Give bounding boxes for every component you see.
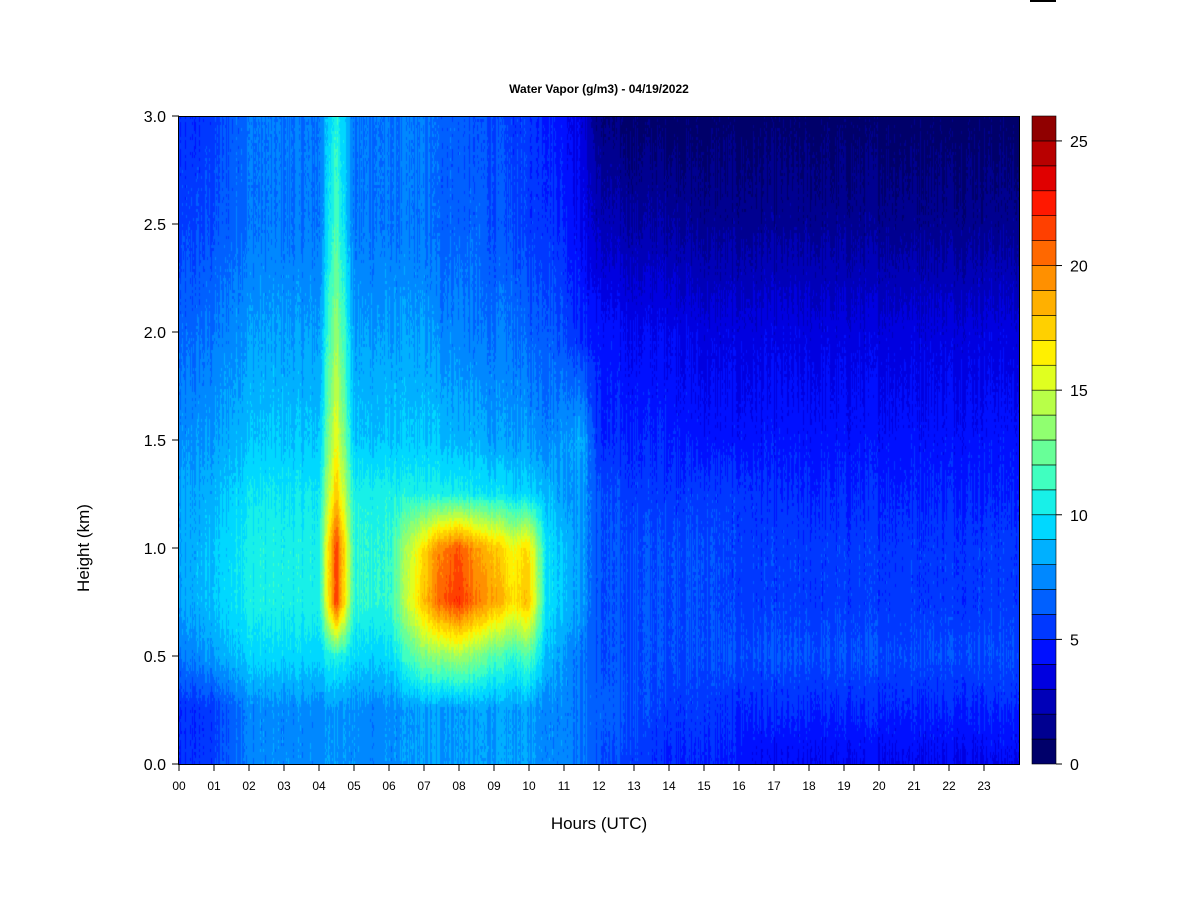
x-tick-label: 03 (277, 779, 291, 793)
x-tick-label: 17 (767, 779, 781, 793)
colorbar-swatch (1031, 464, 1057, 491)
x-tick-label: 23 (977, 779, 991, 793)
x-tick-label: 09 (487, 779, 501, 793)
x-tick-label: 01 (207, 779, 221, 793)
x-tick-label: 18 (802, 779, 816, 793)
x-tick-label: 14 (662, 779, 676, 793)
colorbar-swatch (1031, 639, 1057, 665)
x-tick-label: 10 (522, 779, 536, 793)
y-tick-label: 1.0 (144, 541, 166, 558)
colorbar-swatch (1031, 713, 1057, 740)
colorbar-swatch (1031, 439, 1057, 466)
colorbar-swatch (1031, 589, 1057, 615)
x-axis-label: Hours (UTC) (551, 814, 647, 833)
colorbar-swatch (1031, 215, 1057, 241)
colorbar-tick-label: 5 (1070, 632, 1079, 649)
colorbar-swatch (1031, 664, 1057, 690)
x-tick-label: 06 (382, 779, 396, 793)
y-axis: 0.0 0.5 1.0 1.5 2.0 2.5 3.0 (144, 109, 179, 774)
x-axis: 00 01 02 03 04 05 06 07 08 09 10 11 12 13 14 15 16 17 18 19… (172, 764, 991, 793)
colorbar-tick-label: 15 (1070, 383, 1088, 400)
y-tick-label: 0.0 (144, 757, 166, 774)
colorbar-tick-label: 25 (1070, 134, 1088, 151)
x-tick-label: 08 (452, 779, 466, 793)
colorbar-swatch (1031, 364, 1057, 391)
colorbar-swatch (1031, 539, 1057, 565)
x-tick-label: 07 (417, 779, 431, 793)
x-tick-label: 02 (242, 779, 256, 793)
x-tick-label: 11 (558, 779, 571, 793)
y-tick-label: 2.5 (144, 217, 166, 234)
heatmap-plot (179, 116, 1019, 764)
colorbar-swatch (1031, 340, 1057, 366)
x-tick-label: 16 (732, 779, 746, 793)
colorbar-swatch (1031, 688, 1057, 715)
colorbar-swatch (1031, 240, 1057, 266)
x-tick-label: 12 (592, 779, 606, 793)
heatmap-raster (179, 116, 1019, 764)
x-tick-label: 21 (907, 779, 921, 793)
colorbar-tick-label: 0 (1070, 757, 1079, 774)
x-tick-label: 22 (942, 779, 956, 793)
y-tick-label: 3.0 (144, 109, 166, 126)
colorbar-swatch (1031, 389, 1057, 416)
chart-title: Water Vapor (g/m3) - 04/19/2022 (509, 82, 689, 96)
heatmap-canvas (179, 116, 1019, 764)
x-tick-label: 20 (872, 779, 886, 793)
colorbar-swatch (1031, 115, 1057, 142)
colorbar-swatch (1031, 414, 1057, 441)
colorbar-swatch (1031, 165, 1057, 192)
colorbar: 0 5 10 15 20 25 (1031, 115, 1088, 774)
colorbar-swatch (1031, 140, 1057, 167)
x-tick-label: 00 (172, 779, 186, 793)
colorbar-swatch (1031, 190, 1057, 216)
colorbar-swatch (1031, 265, 1057, 291)
corner-mark (1030, 0, 1056, 2)
colorbar-tick-label: 10 (1070, 508, 1088, 525)
colorbar-swatch (1031, 489, 1057, 516)
colorbar-swatch (1031, 614, 1057, 640)
colorbar-swatch (1031, 514, 1057, 540)
x-tick-label: 13 (627, 779, 641, 793)
colorbar-tick-label: 20 (1070, 259, 1088, 276)
x-tick-label: 05 (347, 779, 361, 793)
colorbar-swatch (1031, 738, 1057, 765)
y-tick-label: 2.0 (144, 325, 166, 342)
colorbar-swatch (1031, 315, 1057, 341)
x-tick-label: 04 (312, 779, 326, 793)
x-tick-label: 19 (837, 779, 851, 793)
y-tick-label: 1.5 (144, 433, 166, 450)
x-tick-label: 15 (697, 779, 711, 793)
y-axis-label: Height (km) (74, 504, 93, 592)
colorbar-swatch (1031, 564, 1057, 590)
colorbar-swatch (1031, 290, 1057, 316)
y-tick-label: 0.5 (144, 649, 166, 666)
